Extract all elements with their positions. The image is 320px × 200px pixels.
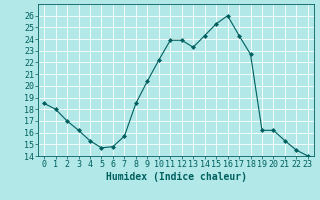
X-axis label: Humidex (Indice chaleur): Humidex (Indice chaleur) xyxy=(106,172,246,182)
